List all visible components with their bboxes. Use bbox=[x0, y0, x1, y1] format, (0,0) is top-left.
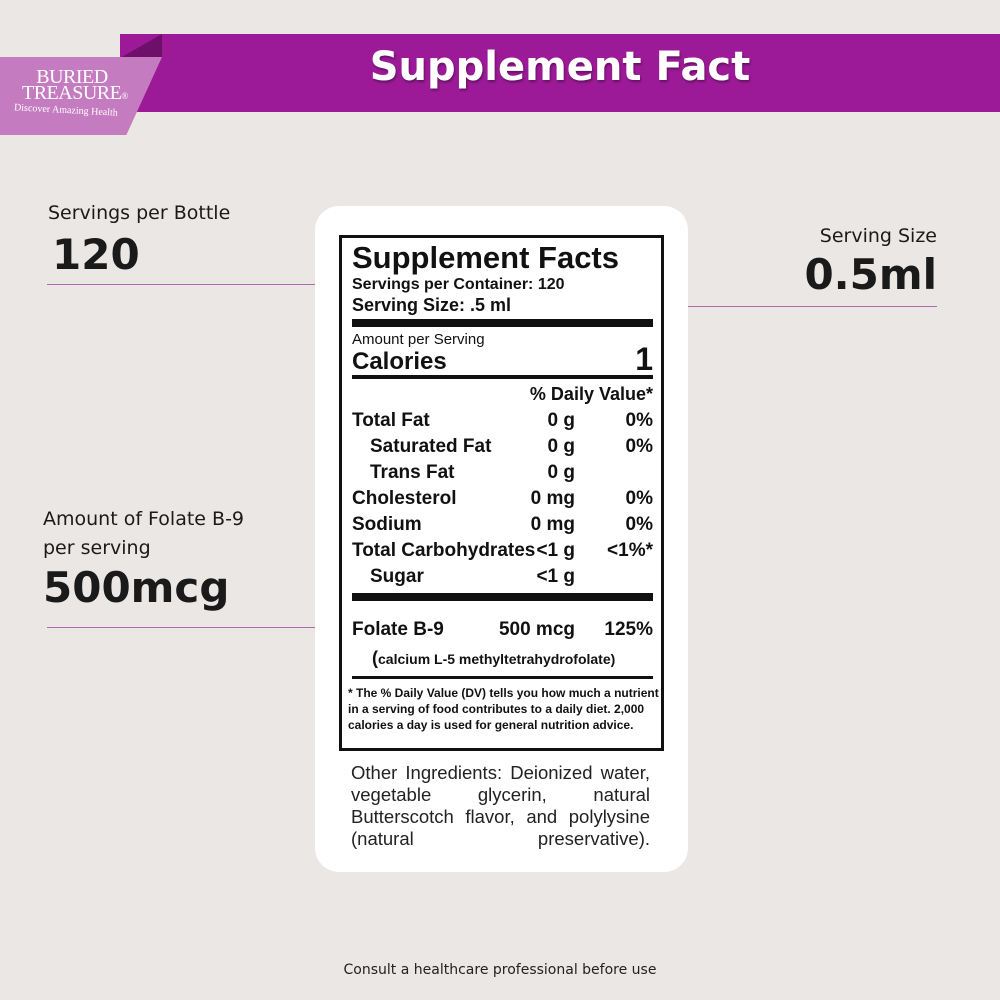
nutrient-name: Cholesterol bbox=[352, 488, 457, 509]
folate-form-text: calcium L-5 methyltetrahydrofolate bbox=[378, 651, 611, 667]
footnote: in a serving of food contributes to a da… bbox=[348, 702, 645, 716]
folate-label: Amount of Folate B-9 bbox=[43, 508, 245, 530]
calories-value: 1 bbox=[635, 341, 653, 377]
footnote: calories a day is used for general nutri… bbox=[348, 718, 634, 732]
nutrient-name: Sugar bbox=[370, 566, 424, 587]
callout-line bbox=[47, 284, 343, 285]
amount-per-serving: Amount per Serving bbox=[352, 331, 485, 348]
servings-per-container: Servings per Container: 120 bbox=[352, 276, 565, 293]
nutrient-name: Trans Fat bbox=[370, 462, 455, 483]
nutrient-amount: 0 mg bbox=[530, 514, 575, 535]
divider bbox=[352, 676, 653, 679]
serving-size-value: 0.5ml bbox=[804, 250, 937, 299]
folate-dv: 125% bbox=[604, 619, 653, 640]
servings-value: 120 bbox=[52, 230, 140, 279]
nutrient-amount: 0 mg bbox=[530, 488, 575, 509]
nutrient-amount: 0 g bbox=[547, 462, 575, 483]
nutrient-amount: 0 g bbox=[547, 436, 575, 457]
calories-label: Calories bbox=[352, 348, 447, 375]
footer-disclaimer: Consult a healthcare professional before… bbox=[343, 962, 657, 978]
page-title: Supplement Fact bbox=[369, 44, 751, 90]
other-ingredients: Other Ingredients: Deionized water, vege… bbox=[351, 762, 650, 849]
serving-size: Serving Size: .5 ml bbox=[352, 295, 512, 315]
logo-tagline: Discover Amazing Health bbox=[13, 102, 119, 119]
logo-mark: ® bbox=[121, 91, 128, 101]
nutrient-dv: 0% bbox=[625, 410, 653, 431]
facts-card bbox=[315, 206, 688, 872]
supplement-facts-label: Supplement Facts Servings per Container:… bbox=[339, 235, 664, 751]
nutrient-name: Sodium bbox=[352, 514, 422, 535]
nutrient-amount: <1 g bbox=[536, 540, 575, 561]
nutrient-name: Total Carbohydrates bbox=[352, 540, 536, 561]
folate-value: 500mcg bbox=[43, 563, 230, 612]
nutrient-amount: <1 g bbox=[536, 566, 575, 587]
nutrient-amount: 0 g bbox=[547, 410, 575, 431]
servings-label: Servings per Bottle bbox=[48, 202, 231, 224]
logo-text: TREASURE bbox=[22, 82, 122, 104]
facts-title: Supplement Facts bbox=[352, 240, 619, 275]
divider bbox=[352, 593, 653, 601]
nutrient-dv: 0% bbox=[625, 514, 653, 535]
serving-size-label: Serving Size bbox=[819, 225, 937, 247]
logo-text: BURIED bbox=[36, 66, 108, 88]
divider bbox=[352, 319, 653, 327]
nutrient-name: Saturated Fat bbox=[370, 436, 492, 457]
callout-line bbox=[47, 627, 343, 628]
nutrient-name: Total Fat bbox=[352, 410, 430, 431]
folate-form: (calcium L-5 methyltetrahydrofolate) bbox=[372, 648, 616, 668]
header-banner bbox=[120, 34, 1000, 112]
folate-label: per serving bbox=[43, 537, 151, 559]
folate-amount: 500 mcg bbox=[498, 619, 575, 640]
callout-line bbox=[575, 306, 937, 307]
nutrient-dv: <1%* bbox=[607, 540, 653, 561]
divider bbox=[352, 375, 653, 379]
nutrient-dv: 0% bbox=[625, 488, 653, 509]
nutrient-dv: 0% bbox=[625, 436, 653, 457]
folate-name: Folate B-9 bbox=[352, 619, 444, 640]
footnote: * The % Daily Value (DV) tells you how m… bbox=[348, 686, 659, 700]
banner-fold bbox=[120, 34, 162, 58]
daily-value-header: % Daily Value* bbox=[529, 384, 653, 404]
